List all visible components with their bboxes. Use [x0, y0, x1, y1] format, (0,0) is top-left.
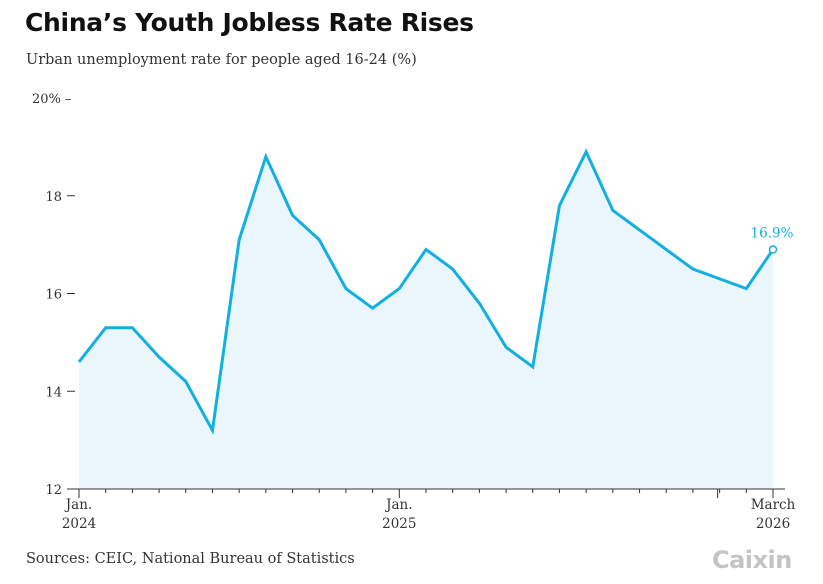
- data-label: 16.9%: [751, 226, 794, 242]
- x-tick-label: Jan.: [64, 497, 92, 513]
- series-line-layer: [77, 148, 778, 436]
- y-tick-label: 12: [45, 483, 62, 498]
- series-line: [77, 148, 775, 436]
- x-tick-label: Jan.: [384, 497, 412, 513]
- labels-layer: 16.9%: [751, 226, 794, 242]
- y-tick-label: 18: [45, 190, 62, 205]
- x-tick-label: 2025: [382, 516, 416, 532]
- caixin-logo: Caixin: [712, 546, 792, 574]
- y-tick-label: 20% –: [32, 92, 72, 107]
- source-note: Sources: CEIC, National Bureau of Statis…: [26, 551, 355, 567]
- x-tick-label: 2026: [756, 516, 790, 532]
- x-tick-label: March: [751, 497, 796, 513]
- chart-subtitle: Urban unemployment rate for people aged …: [26, 52, 417, 68]
- chart-title: China’s Youth Jobless Rate Rises: [25, 8, 474, 37]
- x-tick-label: 2024: [62, 516, 96, 532]
- area-fill: [79, 151, 773, 489]
- y-tick-label: 14: [45, 385, 62, 400]
- endpoint-marker: [768, 245, 778, 254]
- y-tick-label: 16: [45, 288, 62, 303]
- area-fill-layer: [79, 151, 773, 489]
